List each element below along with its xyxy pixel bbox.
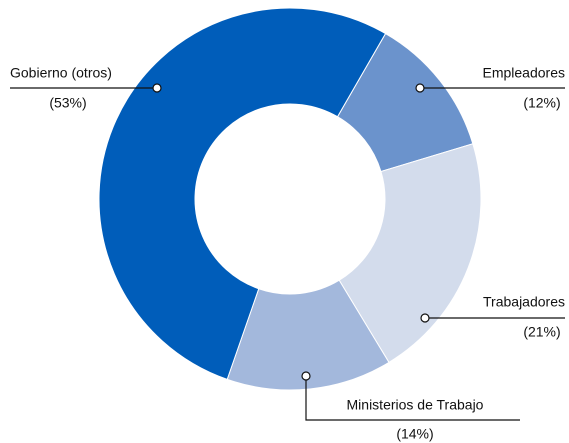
slice-value-label: (12%) — [523, 95, 560, 111]
slice-value-label: (53%) — [49, 95, 86, 111]
slice-label: Ministerios de Trabajo — [347, 397, 484, 413]
leader-dot — [415, 83, 425, 93]
slice-label: Empleadores — [483, 65, 566, 81]
leader-dot — [152, 83, 162, 93]
leader-dot — [301, 371, 311, 381]
slice-value-label: (14%) — [396, 426, 433, 442]
leader-line — [305, 376, 520, 421]
slice-label: Trabajadores — [483, 294, 565, 310]
donut-slice — [338, 143, 482, 364]
leader-dot — [420, 313, 430, 323]
slice-value-label: (21%) — [523, 324, 560, 340]
slice-label: Gobierno (otros) — [10, 65, 112, 81]
donut-slice — [98, 7, 387, 381]
